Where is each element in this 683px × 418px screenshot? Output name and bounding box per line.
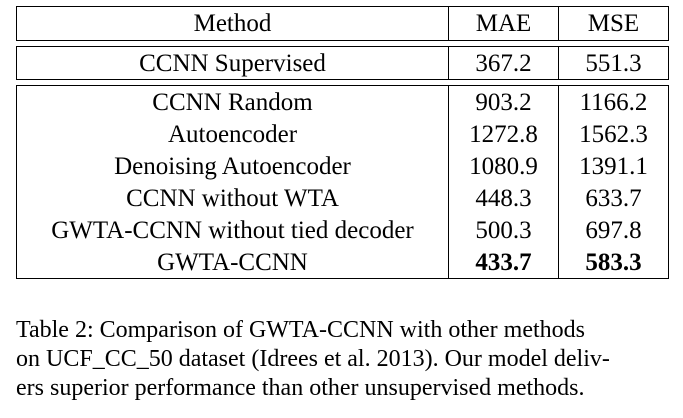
cell-mse: 551.3 (558, 46, 669, 80)
cell-mse: 697.8 (558, 214, 669, 246)
cell-method: CCNN Supervised (16, 46, 449, 80)
cell-mae: 1272.8 (448, 118, 559, 150)
cell-method: GWTA-CCNN without tied decoder (16, 214, 449, 246)
table-row: CCNN without WTA 448.3 633.7 (16, 182, 669, 214)
table-row: Denoising Autoencoder 1080.9 1391.1 (16, 150, 669, 182)
table-row-best: GWTA-CCNN 433.7 583.3 (16, 246, 669, 279)
cell-method: CCNN Random (16, 85, 449, 118)
cell-method: Denoising Autoencoder (16, 150, 449, 182)
cell-mae-best: 433.7 (448, 246, 559, 279)
table-row-supervised: CCNN Supervised 367.2 551.3 (16, 46, 669, 80)
results-table: Method MAE MSE CCNN Supervised 367.2 551… (16, 6, 669, 279)
cell-mse: 1166.2 (558, 85, 669, 118)
cell-mae: 903.2 (448, 85, 559, 118)
table-row: CCNN Random 903.2 1166.2 (16, 85, 669, 118)
cell-method: CCNN without WTA (16, 182, 449, 214)
cell-mse: 1562.3 (558, 118, 669, 150)
caption-line: on UCF_CC_50 dataset (Idrees et al. 2013… (16, 346, 610, 372)
table-header-row: Method MAE MSE (16, 6, 669, 41)
table-caption: Table 2: Comparison of GWTA-CCNN with ot… (16, 316, 672, 403)
cell-method: Autoencoder (16, 118, 449, 150)
caption-line: ers superior performance than other unsu… (16, 375, 585, 401)
cell-mae: 1080.9 (448, 150, 559, 182)
table-row: Autoencoder 1272.8 1562.3 (16, 118, 669, 150)
cell-mae: 367.2 (448, 46, 559, 80)
header-method: Method (16, 6, 449, 41)
cell-method: GWTA-CCNN (16, 246, 449, 279)
cell-mse: 1391.1 (558, 150, 669, 182)
cell-mse: 633.7 (558, 182, 669, 214)
cell-mae: 500.3 (448, 214, 559, 246)
cell-mae: 448.3 (448, 182, 559, 214)
header-mae: MAE (448, 6, 559, 41)
cell-mse-best: 583.3 (558, 246, 669, 279)
table-row: GWTA-CCNN without tied decoder 500.3 697… (16, 214, 669, 246)
header-mse: MSE (558, 6, 669, 41)
caption-line: Table 2: Comparison of GWTA-CCNN with ot… (16, 317, 585, 343)
